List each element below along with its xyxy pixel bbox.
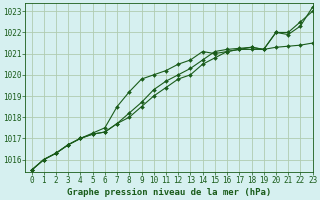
X-axis label: Graphe pression niveau de la mer (hPa): Graphe pression niveau de la mer (hPa) (67, 188, 271, 197)
